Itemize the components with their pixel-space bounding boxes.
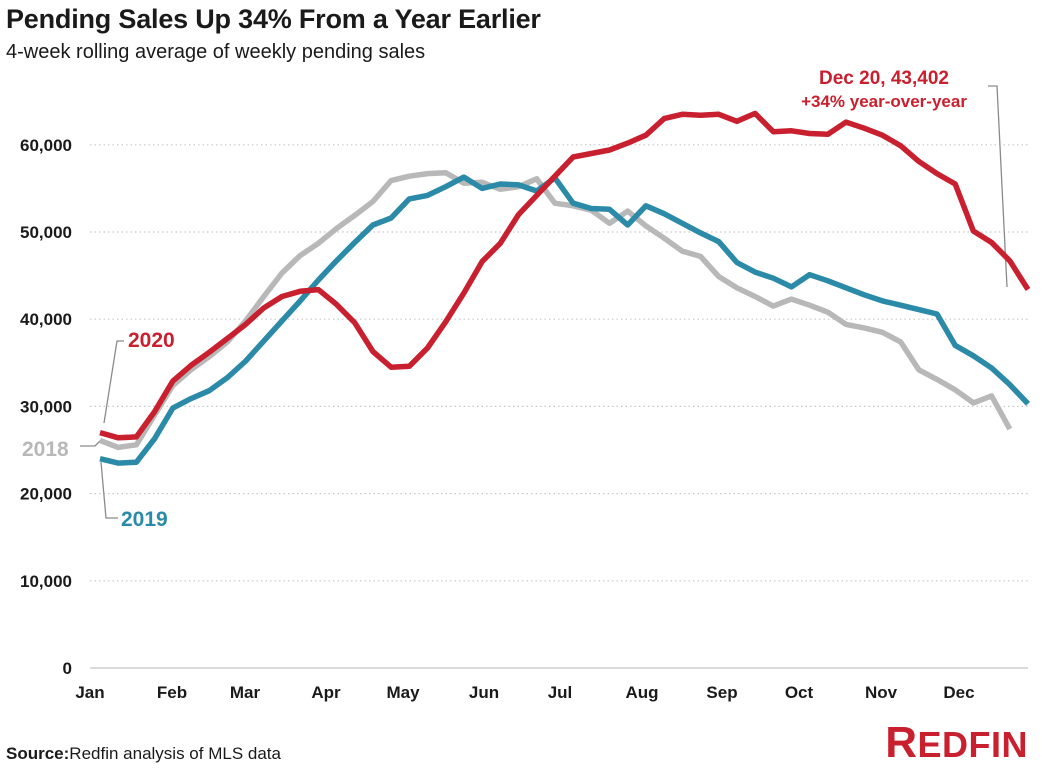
series-label-2020: 2020 <box>128 329 175 352</box>
x-tick-label: Feb <box>157 683 187 702</box>
series-line-2019 <box>99 174 1030 466</box>
series-line-2020 <box>99 110 1031 441</box>
x-tick-label: Aug <box>625 683 658 702</box>
annotation-line-2: +34% year-over-year <box>801 92 967 111</box>
y-tick-label: 10,000 <box>20 572 72 591</box>
source-text: Redfin analysis of MLS data <box>69 744 281 763</box>
series-label-2018: 2018 <box>22 438 69 461</box>
y-axis-ticks: 0 10,000 20,000 30,000 40,000 50,000 60,000 <box>20 136 72 678</box>
chart-subtitle: 4-week rolling average of weekly pending… <box>6 41 426 63</box>
leader-2019 <box>100 461 118 519</box>
x-tick-label: Sep <box>706 683 737 702</box>
series-labels: 2020 2018 2019 Dec 20, 43,402 +34% year-… <box>22 68 967 531</box>
label-leader-lines <box>80 85 1008 519</box>
redfin-logo: REDFIN <box>885 718 1028 768</box>
x-tick-label: May <box>386 683 420 702</box>
leader-2018 <box>80 438 103 447</box>
logo-initial: R <box>885 718 918 767</box>
series-lines <box>99 110 1031 466</box>
leader-2020 <box>103 340 124 424</box>
y-tick-label: 20,000 <box>20 485 72 504</box>
source-note: Source:Redfin analysis of MLS data <box>6 744 281 764</box>
x-tick-label: Nov <box>865 683 898 702</box>
x-tick-label: Jan <box>75 683 104 702</box>
gridlines <box>90 144 1028 669</box>
x-tick-label: Oct <box>785 683 814 702</box>
x-tick-label: Apr <box>311 683 341 702</box>
leader-annotation <box>988 85 1008 288</box>
y-tick-label: 60,000 <box>20 136 72 155</box>
source-label: Source: <box>6 744 70 763</box>
y-tick-label: 40,000 <box>20 310 72 329</box>
series-line-2018 <box>99 169 1013 451</box>
y-tick-label: 30,000 <box>20 397 72 416</box>
x-tick-label: Dec <box>943 683 974 702</box>
x-tick-label: Jul <box>548 683 573 702</box>
series-label-2019: 2019 <box>121 508 168 531</box>
annotation-line-1: Dec 20, 43,402 <box>819 68 949 89</box>
x-tick-label: Jun <box>469 683 499 702</box>
y-tick-label: 0 <box>63 659 72 678</box>
y-tick-label: 50,000 <box>20 223 72 242</box>
x-tick-label: Mar <box>230 683 261 702</box>
logo-rest: EDFIN <box>917 724 1028 765</box>
chart-title: Pending Sales Up 34% From a Year Earlier <box>6 4 541 34</box>
x-axis-ticks: Jan Feb Mar Apr May Jun Jul Aug Sep Oct Nov Dec <box>75 683 974 702</box>
